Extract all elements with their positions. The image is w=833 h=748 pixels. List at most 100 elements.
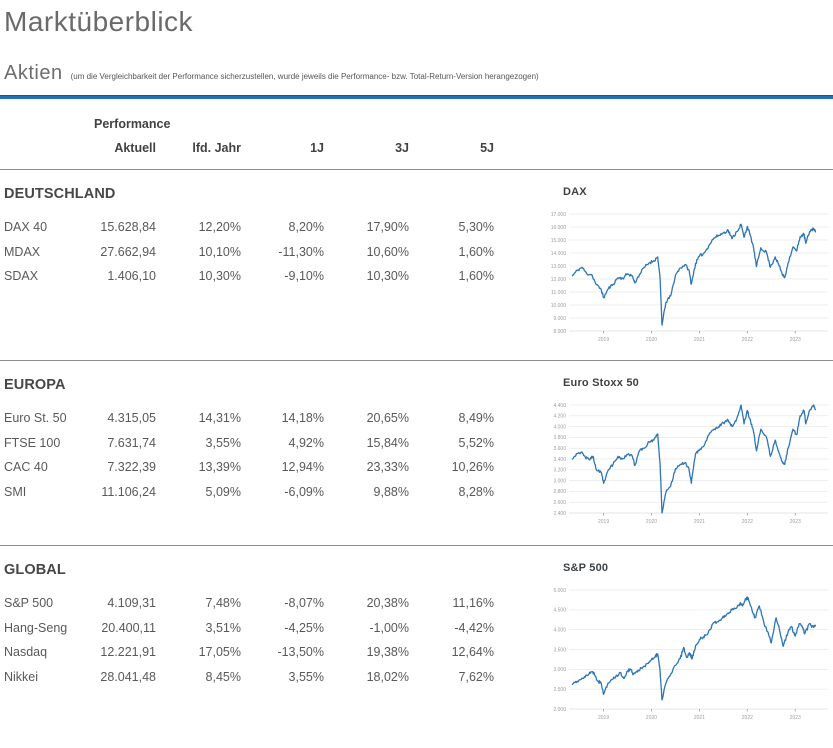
performance-group-header: Performance: [94, 117, 171, 131]
svg-text:3.200: 3.200: [553, 468, 566, 474]
chart-title: Euro Stoxx 50: [563, 377, 639, 389]
index-name: Euro St. 50: [4, 411, 67, 425]
value-5j: 5,52%: [458, 435, 494, 450]
market-section: EUROPA Euro St. 50 4.315,05 14,31% 14,18…: [0, 360, 833, 545]
index-name: SMI: [4, 484, 27, 499]
svg-text:2022: 2022: [742, 715, 753, 721]
chart-title: S&P 500: [563, 562, 609, 574]
value-5j: 5,30%: [458, 220, 494, 234]
value-1j: 12,94%: [281, 460, 324, 474]
value-5j: 1,60%: [458, 244, 494, 259]
value-5j: 10,26%: [451, 460, 494, 474]
value-3j: -1,00%: [369, 620, 409, 635]
value-1j: 8,20%: [288, 220, 324, 234]
table-header-columns-row: Aktuell lfd. Jahr 1J 3J 5J: [4, 136, 520, 160]
svg-text:3.000: 3.000: [553, 667, 566, 673]
value-5j: 1,60%: [458, 269, 494, 283]
svg-text:10.000: 10.000: [551, 303, 567, 309]
svg-text:3.800: 3.800: [553, 435, 566, 441]
table-row: SDAX 1.406,10 10,30% -9,10% 10,30% 1,60%: [4, 264, 520, 289]
section-heading: EUROPA: [4, 377, 66, 393]
value-3j: 20,38%: [366, 596, 409, 610]
accent-divider: [0, 95, 833, 99]
table-row: S&P 500 4.109,31 7,48% -8,07% 20,38% 11,…: [4, 591, 520, 616]
value-aktuell: 1.406,10: [107, 269, 156, 283]
page-title: Marktüberblick: [4, 6, 194, 37]
asset-class-header: Aktien (um die Vergleichbarkeit der Perfo…: [0, 62, 833, 85]
value-aktuell: 11.106,24: [101, 484, 156, 499]
value-aktuell: 20.400,11: [101, 620, 156, 635]
value-5j: 12,64%: [451, 645, 494, 659]
table-row: SMI 11.106,24 5,09% -6,09% 9,88% 8,28%: [4, 480, 520, 505]
methodology-note: (um die Vergleichbarkeit der Performance…: [70, 72, 539, 81]
value-3j: 20,65%: [366, 411, 409, 425]
value-aktuell: 7.631,74: [107, 435, 156, 450]
svg-text:2021: 2021: [694, 337, 705, 343]
table-row: Hang-Seng 20.400,11 3,51% -4,25% -1,00% …: [4, 616, 520, 641]
value-lfd-jahr: 3,51%: [205, 620, 241, 635]
index-chart: DAX 17.000 16.000 15.000 14.000 13.000 12.000…: [540, 183, 833, 352]
value-lfd-jahr: 5,09%: [205, 484, 241, 499]
value-3j: 18,02%: [366, 669, 409, 684]
value-aktuell: 4.315,05: [107, 411, 156, 425]
table-row: Nikkei 28.041,48 8,45% 3,55% 18,02% 7,62…: [4, 665, 520, 690]
table-header-group-row: Performance: [4, 112, 520, 136]
value-aktuell: 27.662,94: [100, 244, 156, 259]
section-rows: DAX 40 15.628,84 12,20% 8,20% 17,90% 5,3…: [4, 215, 520, 289]
svg-text:2019: 2019: [598, 715, 609, 721]
table-row: Euro St. 50 4.315,05 14,31% 14,18% 20,65…: [4, 406, 520, 431]
svg-text:2021: 2021: [694, 715, 705, 721]
index-name: Nasdaq: [4, 645, 48, 659]
line-chart-svg: 17.000 16.000 15.000 14.000 13.000 12.000 11.0…: [551, 212, 828, 343]
column-header-2: 1J: [310, 141, 324, 155]
svg-text:16.000: 16.000: [551, 225, 567, 231]
section-rows: S&P 500 4.109,31 7,48% -8,07% 20,38% 11,…: [4, 591, 520, 689]
table-row: Nasdaq 12.221,91 17,05% -13,50% 19,38% 1…: [4, 640, 520, 665]
section-heading: DEUTSCHLAND: [4, 186, 116, 202]
value-5j: 8,28%: [458, 484, 494, 499]
chart-title: DAX: [563, 186, 587, 198]
svg-text:3.600: 3.600: [553, 446, 566, 452]
column-header-4: 5J: [480, 141, 494, 155]
value-lfd-jahr: 14,31%: [198, 411, 241, 425]
value-lfd-jahr: 10,10%: [198, 244, 241, 259]
svg-text:4.200: 4.200: [553, 414, 566, 420]
value-lfd-jahr: 13,39%: [198, 460, 241, 474]
svg-text:4.400: 4.400: [553, 403, 566, 409]
table-header: Performance Aktuell lfd. Jahr 1J 3J 5J: [0, 112, 520, 160]
value-3j: 17,90%: [366, 220, 409, 234]
index-name: CAC 40: [4, 460, 48, 474]
market-section: DEUTSCHLAND DAX 40 15.628,84 12,20% 8,20…: [0, 169, 833, 360]
svg-text:2021: 2021: [694, 519, 705, 525]
value-5j: -4,42%: [454, 620, 494, 635]
value-lfd-jahr: 3,55%: [205, 435, 241, 450]
index-name: Hang-Seng: [4, 620, 68, 635]
value-5j: 7,62%: [458, 669, 494, 684]
svg-text:2.400: 2.400: [553, 511, 566, 517]
value-1j: -9,10%: [284, 269, 324, 283]
section-rows: Euro St. 50 4.315,05 14,31% 14,18% 20,65…: [4, 406, 520, 504]
svg-text:4.000: 4.000: [553, 424, 566, 430]
asset-class-title: Aktien: [4, 62, 63, 84]
value-5j: 8,49%: [458, 411, 494, 425]
value-3j: 10,60%: [366, 244, 409, 259]
value-3j: 10,30%: [366, 269, 409, 283]
svg-text:2.600: 2.600: [553, 500, 566, 506]
svg-text:2.500: 2.500: [553, 687, 566, 693]
line-chart-svg: 5.000 4.500 4.000 3.500 3.000 2.500 2.000 2019 2…: [553, 588, 828, 721]
svg-text:15.000: 15.000: [551, 238, 567, 244]
svg-text:2.800: 2.800: [553, 489, 566, 495]
svg-text:8.000: 8.000: [553, 329, 566, 335]
value-3j: 23,33%: [366, 460, 409, 474]
table-row: FTSE 100 7.631,74 3,55% 4,92% 15,84% 5,5…: [4, 431, 520, 456]
index-chart: S&P 500 5.000 4.500 4.000 3.500 3.000 2.500 2.…: [540, 559, 833, 740]
svg-text:2020: 2020: [646, 715, 657, 721]
svg-text:2.000: 2.000: [553, 707, 566, 713]
svg-text:3.000: 3.000: [553, 478, 566, 484]
svg-text:13.000: 13.000: [551, 264, 567, 270]
table-row: MDAX 27.662,94 10,10% -11,30% 10,60% 1,6…: [4, 240, 520, 265]
index-name: FTSE 100: [4, 435, 61, 450]
svg-text:2023: 2023: [790, 337, 801, 343]
value-1j: -11,30%: [278, 244, 324, 259]
value-aktuell: 12.221,91: [100, 645, 156, 659]
